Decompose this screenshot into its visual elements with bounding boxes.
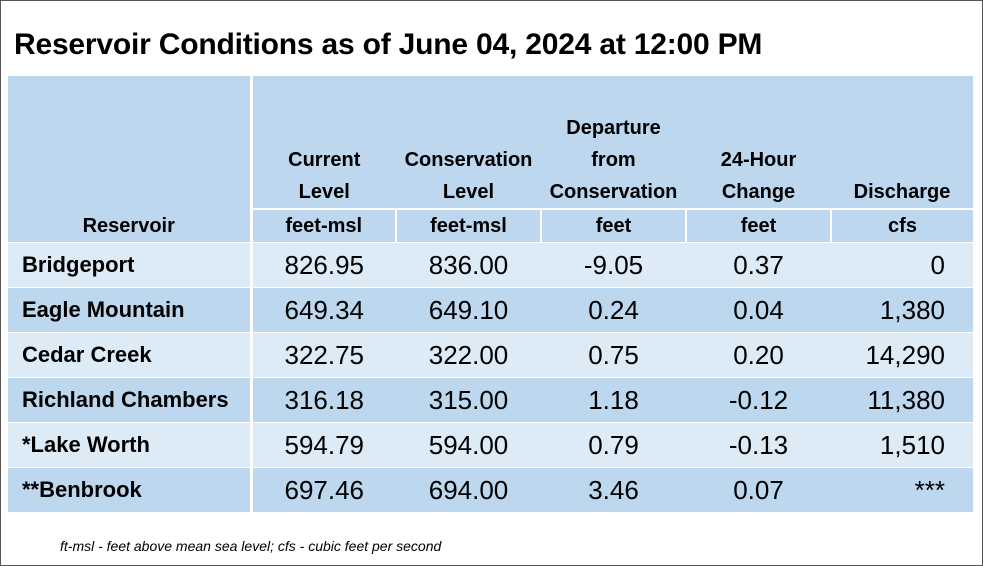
page-title: Reservoir Conditions as of June 04, 2024…	[14, 28, 763, 61]
conservation-level: 836.00	[396, 242, 541, 288]
current-level: 322.75	[251, 332, 396, 378]
discharge-value: 0	[831, 242, 973, 288]
current-level: 697.46	[251, 467, 396, 512]
unit-conservation: feet-msl	[395, 208, 541, 243]
change-value: -0.13	[686, 422, 831, 468]
reservoir-name: **Benbrook	[8, 467, 253, 512]
current-level: 826.95	[251, 242, 396, 288]
header-departure: Departure from Conservation	[541, 76, 686, 209]
header-departure-line1: Departure	[566, 117, 661, 139]
unit-change: feet	[685, 208, 831, 243]
header-discharge: Discharge	[831, 76, 973, 209]
header-conservation-line2: Level	[442, 181, 495, 203]
discharge-value: ***	[831, 467, 973, 512]
conservation-level: 322.00	[396, 332, 541, 378]
unit-discharge: cfs	[830, 208, 973, 243]
header-conservation-line1: Conservation	[404, 149, 533, 171]
header-current-line2: Level	[298, 181, 350, 203]
units-row: feet-msl feet-msl feet feet cfs	[8, 208, 973, 243]
reservoir-name: Bridgeport	[8, 242, 253, 288]
header-24hour-change: 24-Hour Change	[686, 76, 831, 209]
conservation-level: 315.00	[396, 377, 541, 423]
header-change-line2: Change	[721, 181, 796, 203]
table-row: Bridgeport 826.95 836.00 -9.05 0.37 0	[8, 242, 973, 288]
header-departure-line3: Conservation	[549, 181, 678, 203]
table-row: Cedar Creek 322.75 322.00 0.75 0.20 14,2…	[8, 332, 973, 378]
header-discharge-line1: Discharge	[853, 181, 951, 203]
current-level: 649.34	[251, 287, 396, 333]
departure-value: -9.05	[541, 242, 686, 288]
reservoir-name: Richland Chambers	[8, 377, 253, 423]
reservoir-table: Reservoir Current Level Conservation Lev…	[8, 76, 973, 512]
conservation-level: 594.00	[396, 422, 541, 468]
conservation-level: 694.00	[396, 467, 541, 512]
header-reservoir: Reservoir	[8, 76, 253, 243]
header-current-line1: Current	[288, 149, 361, 171]
discharge-value: 1,510	[831, 422, 973, 468]
header-departure-line2: from	[591, 149, 636, 171]
departure-value: 0.75	[541, 332, 686, 378]
change-value: 0.04	[686, 287, 831, 333]
current-level: 594.79	[251, 422, 396, 468]
reservoir-name: *Lake Worth	[8, 422, 253, 468]
table-row: *Lake Worth 594.79 594.00 0.79 -0.13 1,5…	[8, 422, 973, 468]
reservoir-name: Cedar Creek	[8, 332, 253, 378]
unit-current: feet-msl	[251, 208, 396, 243]
discharge-value: 11,380	[831, 377, 973, 423]
table-row: Richland Chambers 316.18 315.00 1.18 -0.…	[8, 377, 973, 423]
header-conservation-level: Conservation Level	[396, 76, 541, 209]
header-row: Reservoir Current Level Conservation Lev…	[8, 76, 973, 243]
footnote: ft-msl - feet above mean sea level; cfs …	[60, 538, 442, 554]
departure-value: 0.24	[541, 287, 686, 333]
current-level: 316.18	[251, 377, 396, 423]
discharge-value: 14,290	[831, 332, 973, 378]
header-change-line1: 24-Hour	[720, 149, 797, 171]
change-value: -0.12	[686, 377, 831, 423]
departure-value: 1.18	[541, 377, 686, 423]
departure-value: 3.46	[541, 467, 686, 512]
departure-value: 0.79	[541, 422, 686, 468]
table-row: **Benbrook 697.46 694.00 3.46 0.07 ***	[8, 467, 973, 512]
table-row: Eagle Mountain 649.34 649.10 0.24 0.04 1…	[8, 287, 973, 333]
unit-departure: feet	[540, 208, 686, 243]
discharge-value: 1,380	[831, 287, 973, 333]
change-value: 0.20	[686, 332, 831, 378]
header-current-level: Current Level	[251, 76, 396, 209]
change-value: 0.07	[686, 467, 831, 512]
reservoir-name: Eagle Mountain	[8, 287, 253, 333]
conservation-level: 649.10	[396, 287, 541, 333]
header-reservoir-label: Reservoir	[82, 215, 175, 237]
change-value: 0.37	[686, 242, 831, 288]
